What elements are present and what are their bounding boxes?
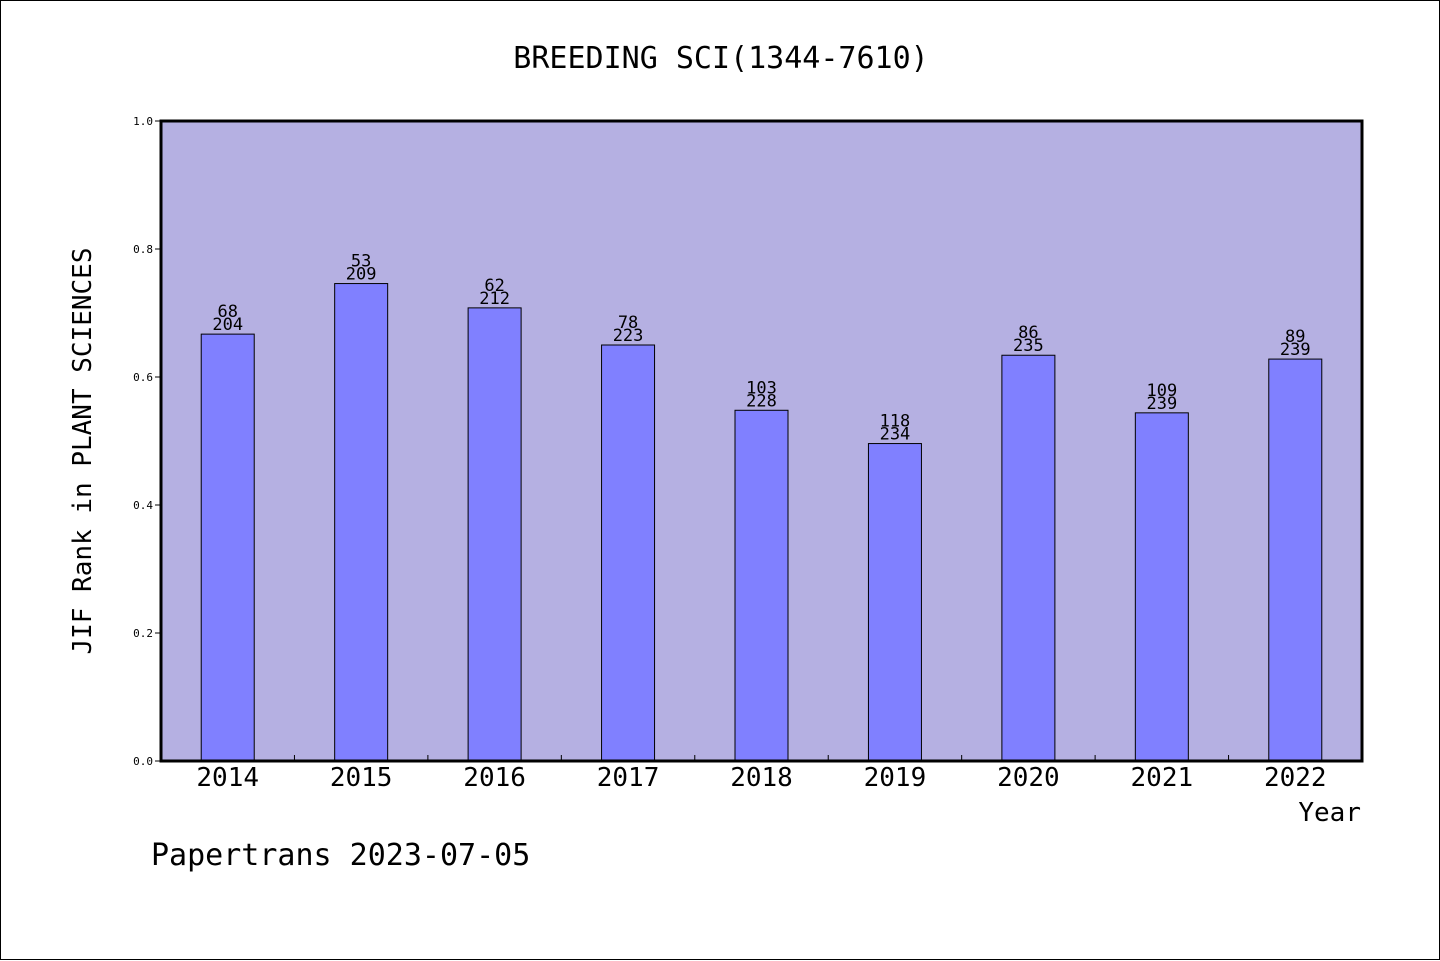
x-tick-label: 2021 xyxy=(1131,763,1194,793)
bar-label-total: 212 xyxy=(479,289,510,309)
bar-label-total: 235 xyxy=(1013,336,1044,356)
bar-label-rank: 53 xyxy=(351,252,371,272)
bar-label-rank: 118 xyxy=(880,412,911,432)
bar-2014 xyxy=(200,333,255,762)
x-tick-label: 2015 xyxy=(330,763,393,793)
bar-2016 xyxy=(467,307,522,762)
x-tick-label: 2016 xyxy=(463,763,526,793)
bar-2022 xyxy=(1268,358,1323,762)
bar-2020 xyxy=(1001,354,1056,762)
plot-border xyxy=(159,119,1364,763)
y-tick-label: 1.0 xyxy=(133,115,153,128)
bar-label-rank: 89 xyxy=(1285,327,1305,347)
bar-label-total: 234 xyxy=(880,425,911,445)
y-tick-label: 0.0 xyxy=(133,755,153,768)
x-tick-label: 2020 xyxy=(997,763,1060,793)
chart-title: BREEDING SCI(1344-7610) xyxy=(513,41,928,76)
x-axis-label: Year xyxy=(1298,798,1361,828)
bar-label-total: 209 xyxy=(346,265,377,285)
footer-credit: Papertrans 2023-07-05 xyxy=(151,838,530,873)
y-tick-label: 0.2 xyxy=(133,627,153,640)
y-tick-label: 0.6 xyxy=(133,371,153,384)
bar-2018 xyxy=(734,409,789,762)
y-axis-label: JIF Rank in PLANT SCIENCES xyxy=(68,248,98,655)
bar-label-rank: 109 xyxy=(1146,381,1177,401)
bar-label-total: 204 xyxy=(212,315,243,335)
bar-label-total: 239 xyxy=(1146,394,1177,414)
x-tick-label: 2014 xyxy=(196,763,259,793)
bar-2015 xyxy=(334,283,389,762)
bar-label-rank: 103 xyxy=(746,378,777,398)
x-tick-label: 2017 xyxy=(597,763,660,793)
bar-label-rank: 68 xyxy=(217,302,237,322)
y-tick-label: 0.8 xyxy=(133,243,153,256)
x-tick-label: 2022 xyxy=(1264,763,1327,793)
bar-label-total: 228 xyxy=(746,391,777,411)
bar-2019 xyxy=(867,443,922,762)
x-tick-label: 2018 xyxy=(730,763,793,793)
bar-2021 xyxy=(1134,412,1189,762)
bar-2017 xyxy=(601,344,656,762)
x-tick-label: 2019 xyxy=(864,763,927,793)
bar-label-rank: 62 xyxy=(484,276,504,296)
bar-label-rank: 86 xyxy=(1018,323,1038,343)
bar-label-total: 239 xyxy=(1280,340,1311,360)
bar-label-rank: 78 xyxy=(618,313,638,333)
y-tick-label: 0.4 xyxy=(133,499,153,512)
bar-label-total: 223 xyxy=(613,326,644,346)
